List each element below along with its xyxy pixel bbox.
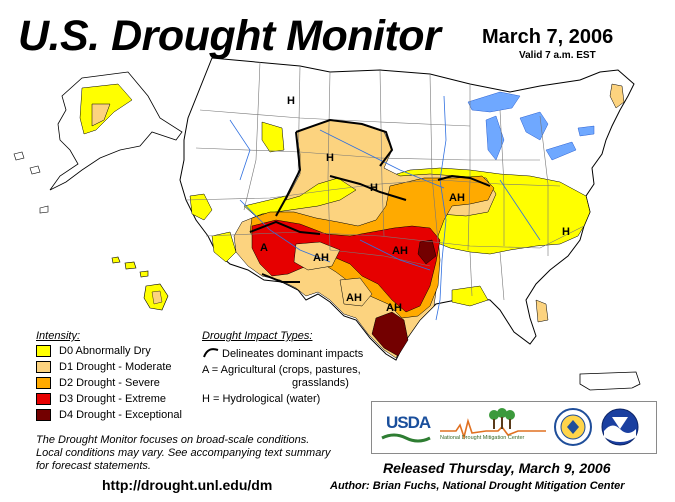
disclaimer-line-3: for forecast statements. [36,460,151,472]
puerto-rico [579,371,641,391]
legend-swatch-d0 [36,345,51,357]
legend-item-d3: D3 Drought - Extreme [36,393,166,405]
legend-label-d2: D2 Drought - Severe [59,377,160,389]
impact-line-label: Delineates dominant impacts [222,348,364,360]
release-date: Released Thursday, March 9, 2006 [383,460,611,476]
impact-hydrological: H = Hydrological (water) [202,393,321,405]
map-date: March 7, 2006 [482,26,614,48]
impact-agricultural: A = Agricultural (crops, pastures, [202,364,361,376]
usda-logo [381,433,431,443]
disclaimer-line-1: The Drought Monitor focuses on broad-sca… [36,434,310,446]
valid-time: Valid 7 a.m. EST [519,50,596,61]
legend-label-d4: D4 Drought - Exceptional [59,409,182,421]
legend-item-d1: D1 Drought - Moderate [36,361,172,373]
legend-swatch-d4 [36,409,51,421]
map-label-west-texas: AH [346,292,362,304]
conus [179,57,635,361]
legend-swatch-d1 [36,361,51,373]
legend-item-d4: D4 Drought - Exceptional [36,409,182,421]
partner-logos: USDA National Drought Mitigation Center [371,401,657,454]
disclaimer-note: The Drought Monitor focuses on broad-sca… [36,434,356,473]
map-label-nebraska: H [370,182,378,194]
legend-item-d2: D2 Drought - Severe [36,377,160,389]
noaa-logo-icon [601,408,639,446]
impact-agricultural-cont: grasslands) [292,377,349,389]
author-credit: Author: Brian Fuchs, National Drought Mi… [330,480,625,492]
legend-item-d0: D0 Abnormally Dry [36,345,151,357]
map-label-montana: H [287,95,295,107]
ndmc-logo-text: National Drought Mitigation Center [440,435,525,441]
impact-heading: Drought Impact Types: [202,330,313,342]
legend-swatch-d3 [36,393,51,405]
usdoc-seal-icon [554,408,592,446]
hawaii [111,256,169,311]
legend-label-d3: D3 Drought - Extreme [59,393,166,405]
map-label-oklahoma: AH [392,245,408,257]
legend-label-d0: D0 Abnormally Dry [59,345,151,357]
map-label-wyoming: H [326,152,334,164]
map-title: U.S. Drought Monitor [18,12,441,60]
disclaimer-line-2: Local conditions may vary. See accompany… [36,447,331,459]
impact-line-symbol [203,348,219,358]
alaska [13,71,183,214]
map-label-new-mexico: AH [313,252,329,264]
website-url[interactable]: http://drought.unl.edu/dm [102,477,273,493]
map-label-virginia: H [562,226,570,238]
usda-logo-text: USDA [386,413,431,432]
ndmc-logo [440,408,546,440]
legend-swatch-d2 [36,377,51,389]
legend-heading: Intensity: [36,330,81,342]
map-label-arizona: A [260,242,268,254]
map-label-missouri: AH [449,192,465,204]
legend-label-d1: D1 Drought - Moderate [59,361,172,373]
map-label-east-texas: AH [386,302,402,314]
